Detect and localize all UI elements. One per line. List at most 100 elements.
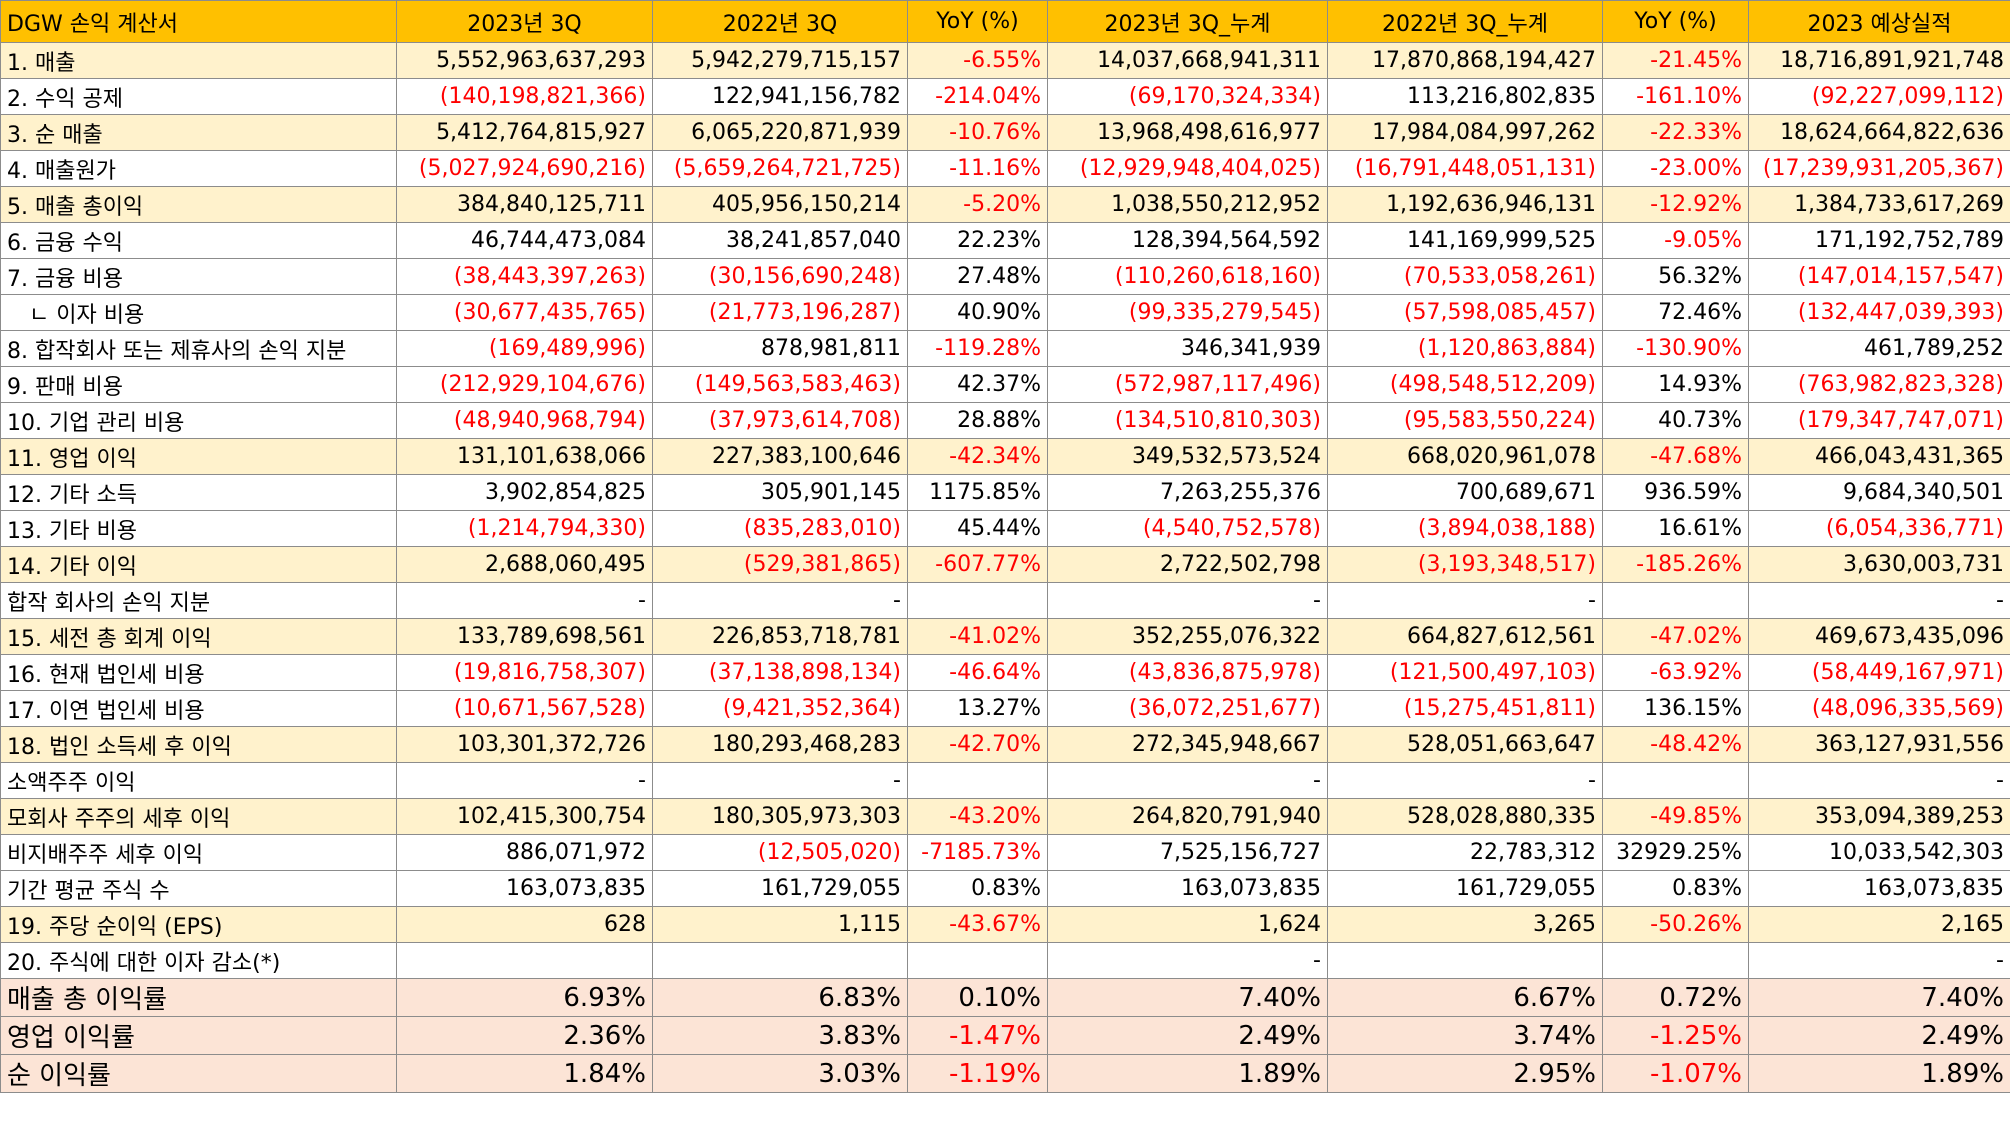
cell-value: 7,263,255,376 [1047,474,1328,511]
cell-value: -22.33% [1602,114,1749,151]
cell-value [1602,942,1749,979]
cell-value: -43.67% [907,906,1048,943]
cell-value: 528,051,663,647 [1327,726,1603,763]
cell-value: 886,071,972 [396,834,653,871]
row-label: ㄴ 이자 비용 [0,294,397,331]
cell-value: 2.95% [1327,1054,1603,1093]
cell-value: (43,836,875,978) [1047,654,1328,691]
cell-value: (99,335,279,545) [1047,294,1328,331]
cell-value: 1.89% [1047,1054,1328,1093]
cell-value: (15,275,451,811) [1327,690,1603,727]
cell-value: 40.90% [907,294,1048,331]
cell-value: 2,165 [1748,906,2010,943]
cell-value: -11.16% [907,150,1048,187]
cell-value: 6.67% [1327,978,1603,1017]
cell-value: - [1748,942,2010,979]
cell-value: 0.72% [1602,978,1749,1017]
cell-value: - [652,762,908,799]
cell-value: 3,630,003,731 [1748,546,2010,583]
cell-value: 180,305,973,303 [652,798,908,835]
cell-value: (21,773,196,287) [652,294,908,331]
row-label: 11. 영업 이익 [0,438,397,475]
header-row: DGW 손익 계산서 2023년 3Q 2022년 3Q YoY (%) 2023년 3… [0,0,2010,43]
table-row: 9. 판매 비용 (212,929,104,676) (149,563,583,46… [0,366,2010,403]
cell-value: (529,381,865) [652,546,908,583]
cell-value: (3,193,348,517) [1327,546,1603,583]
cell-value: 22.23% [907,222,1048,259]
cell-value: (17,239,931,205,367) [1748,150,2010,187]
cell-value [396,942,653,979]
cell-value: -130.90% [1602,330,1749,367]
cell-value: 405,956,150,214 [652,186,908,223]
cell-value: 38,241,857,040 [652,222,908,259]
cell-value: -47.02% [1602,618,1749,655]
cell-value: 352,255,076,322 [1047,618,1328,655]
row-label: 12. 기타 소득 [0,474,397,511]
cell-value: 2.36% [396,1016,653,1055]
cell-value: 32929.25% [1602,834,1749,871]
cell-value: -1.47% [907,1016,1048,1055]
cell-value: 163,073,835 [1047,870,1328,907]
cell-value: - [396,762,653,799]
table-row: 12. 기타 소득 3,902,854,825 305,901,145 1175.85… [0,474,2010,511]
cell-value: 7,525,156,727 [1047,834,1328,871]
cell-value: -12.92% [1602,186,1749,223]
table-row: 소액주주 이익 - - - - - [0,762,2010,799]
row-label: 13. 기타 비용 [0,510,397,547]
cell-value: -50.26% [1602,906,1749,943]
cell-value: 668,020,961,078 [1327,438,1603,475]
cell-value: -1.19% [907,1054,1048,1093]
table-row: 10. 기업 관리 비용 (48,940,968,794) (37,973,614,… [0,402,2010,439]
cell-value: 5,412,764,815,927 [396,114,653,151]
row-label: 1. 매출 [0,42,397,79]
table-row: 8. 합작회사 또는 제휴사의 손익 지분 (169,489,996) 878,98… [0,330,2010,367]
cell-value: (16,791,448,051,131) [1327,150,1603,187]
cell-value: 42.37% [907,366,1048,403]
cell-value: 1.84% [396,1054,653,1093]
cell-value: 1,624 [1047,906,1328,943]
cell-value: 122,941,156,782 [652,78,908,115]
cell-value: -49.85% [1602,798,1749,835]
cell-value: 56.32% [1602,258,1749,295]
cell-value: 700,689,671 [1327,474,1603,511]
table-row: 기간 평균 주식 수 163,073,835 161,729,055 0.83% 163… [0,870,2010,907]
cell-value: 878,981,811 [652,330,908,367]
cell-value: 141,169,999,525 [1327,222,1603,259]
row-label: 매출 총 이익률 [0,978,397,1017]
cell-value: -1.07% [1602,1054,1749,1093]
ratio-row: 매출 총 이익률 6.93% 6.83% 0.10% 7.40% 6.67% 0.72% 7.… [0,978,2010,1017]
table-row: 2. 수익 공제 (140,198,821,366) 122,941,156,782… [0,78,2010,115]
cell-value: 161,729,055 [652,870,908,907]
ratio-row: 순 이익률 1.84% 3.03% -1.19% 1.89% 2.95% -1.07% 1.8… [0,1054,2010,1093]
row-label: 14. 기타 이익 [0,546,397,583]
cell-value: (179,347,747,071) [1748,402,2010,439]
row-label: 16. 현재 법인세 비용 [0,654,397,691]
cell-value [1327,942,1603,979]
table-row: 1. 매출 5,552,963,637,293 5,942,279,715,157-… [0,42,2010,79]
cell-value: 171,192,752,789 [1748,222,2010,259]
cell-value: (763,982,823,328) [1748,366,2010,403]
cell-value: -63.92% [1602,654,1749,691]
cell-value: 384,840,125,711 [396,186,653,223]
cell-value: 528,028,880,335 [1327,798,1603,835]
cell-value: (3,894,038,188) [1327,510,1603,547]
cell-value [652,942,908,979]
column-header: 2022년 3Q [652,0,908,43]
column-header: 2023년 3Q [396,0,653,43]
table-row: 모회사 주주의 세후 이익 102,415,300,754 180,305,973,… [0,798,2010,835]
cell-value: (19,816,758,307) [396,654,653,691]
cell-value: -6.55% [907,42,1048,79]
table-row: 비지배주주 세후 이익 886,071,972 (12,505,020) -7185.… [0,834,2010,871]
cell-value: 1,192,636,946,131 [1327,186,1603,223]
cell-value: -42.34% [907,438,1048,475]
cell-value: 353,094,389,253 [1748,798,2010,835]
cell-value: 1,384,733,617,269 [1748,186,2010,223]
table-row: 3. 순 매출 5,412,764,815,927 6,065,220,871,93… [0,114,2010,151]
table-row: 17. 이연 법인세 비용 (10,671,567,528) (9,421,352,… [0,690,2010,727]
cell-value: 13,968,498,616,977 [1047,114,1328,151]
cell-value: 161,729,055 [1327,870,1603,907]
cell-value: 1175.85% [907,474,1048,511]
column-header: 2023 예상실적 [1748,0,2010,43]
cell-value: 3.83% [652,1016,908,1055]
cell-value [907,942,1048,979]
